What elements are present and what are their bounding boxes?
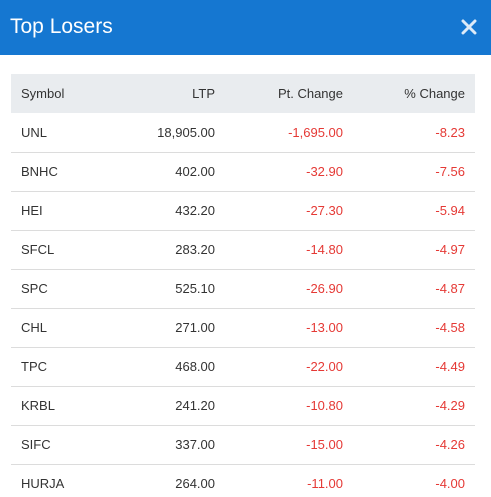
- ltp-cell: 525.10: [175, 281, 215, 296]
- pt-change-cell: -22.00: [306, 359, 343, 374]
- pct-change-cell: -4.87: [435, 281, 465, 296]
- pt-change-cell: -26.90: [306, 281, 343, 296]
- pt-change-cell: -15.00: [306, 437, 343, 452]
- column-header-pct-change: % Change: [404, 86, 465, 101]
- symbol-cell: HEI: [21, 203, 43, 218]
- pct-change-cell: -4.97: [435, 242, 465, 257]
- losers-table: Symbol LTP Pt. Change % Change UNL 18,905…: [11, 74, 475, 497]
- table-row[interactable]: HEI 432.20 -27.30 -5.94: [11, 191, 475, 230]
- table-row[interactable]: UNL 18,905.00 -1,695.00 -8.23: [11, 113, 475, 152]
- ltp-cell: 468.00: [175, 359, 215, 374]
- close-icon[interactable]: [461, 19, 477, 35]
- pt-change-cell: -1,695.00: [288, 124, 343, 140]
- losers-table-container: Symbol LTP Pt. Change % Change UNL 18,905…: [11, 74, 475, 497]
- column-header-symbol: Symbol: [21, 86, 65, 101]
- symbol-cell: KRBL: [21, 398, 55, 413]
- table-row[interactable]: SPC 525.10 -26.90 -4.87: [11, 269, 475, 308]
- symbol-cell: SIFC: [21, 437, 51, 452]
- pct-change-cell: -7.56: [435, 164, 465, 179]
- pct-change-cell: -4.49: [435, 359, 465, 374]
- symbol-cell: TPC: [21, 359, 47, 374]
- pt-change-cell: -11.00: [307, 476, 343, 491]
- pct-change-cell: -4.00: [435, 476, 465, 491]
- pt-change-cell: -13.00: [306, 320, 343, 335]
- symbol-cell: CHL: [21, 320, 48, 335]
- ltp-cell: 432.20: [175, 203, 215, 218]
- modal-header: Top Losers: [0, 0, 491, 55]
- symbol-cell: BNHC: [21, 164, 58, 179]
- symbol-cell: SPC: [21, 281, 48, 296]
- ltp-cell: 241.20: [175, 398, 215, 413]
- ltp-cell: 271.00: [175, 320, 215, 335]
- pt-change-cell: -14.80: [306, 242, 343, 257]
- pt-change-cell: -32.90: [306, 164, 343, 179]
- modal-title: Top Losers: [10, 15, 113, 38]
- table-row[interactable]: SIFC 337.00 -15.00 -4.26: [11, 425, 475, 464]
- symbol-cell: HURJA: [21, 476, 65, 491]
- table-row[interactable]: CHL 271.00 -13.00 -4.58: [11, 308, 475, 347]
- table-row[interactable]: BNHC 402.00 -32.90 -7.56: [11, 152, 475, 191]
- column-header-pt-change: Pt. Change: [277, 86, 343, 101]
- ltp-cell: 402.00: [175, 164, 215, 179]
- pct-change-cell: -5.94: [435, 203, 465, 218]
- table-row[interactable]: KRBL 241.20 -10.80 -4.29: [11, 386, 475, 425]
- ltp-cell: 18,905.00: [157, 124, 215, 140]
- column-header-ltp: LTP: [192, 86, 215, 101]
- pt-change-cell: -27.30: [306, 203, 343, 218]
- ltp-cell: 264.00: [175, 476, 215, 491]
- symbol-cell: SFCL: [21, 242, 55, 257]
- symbol-cell: UNL: [21, 124, 48, 140]
- table-row[interactable]: SFCL 283.20 -14.80 -4.97: [11, 230, 475, 269]
- pt-change-cell: -10.80: [306, 398, 343, 413]
- ltp-cell: 283.20: [175, 242, 215, 257]
- table-body: UNL 18,905.00 -1,695.00 -8.23 BNHC 402.00 -32.…: [11, 113, 475, 497]
- pct-change-cell: -4.26: [435, 437, 465, 452]
- pct-change-cell: -4.29: [435, 398, 465, 413]
- pct-change-cell: -8.23: [435, 124, 465, 140]
- ltp-cell: 337.00: [175, 437, 215, 452]
- pct-change-cell: -4.58: [435, 320, 465, 335]
- table-row[interactable]: HURJA 264.00 -11.00 -4.00: [11, 464, 475, 497]
- table-header-row: Symbol LTP Pt. Change % Change: [11, 74, 475, 113]
- table-row[interactable]: TPC 468.00 -22.00 -4.49: [11, 347, 475, 386]
